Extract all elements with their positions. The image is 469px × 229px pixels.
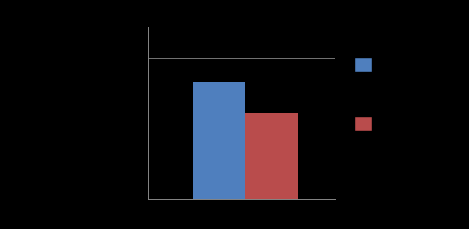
Bar — [245, 113, 298, 199]
Bar — [193, 82, 245, 199]
